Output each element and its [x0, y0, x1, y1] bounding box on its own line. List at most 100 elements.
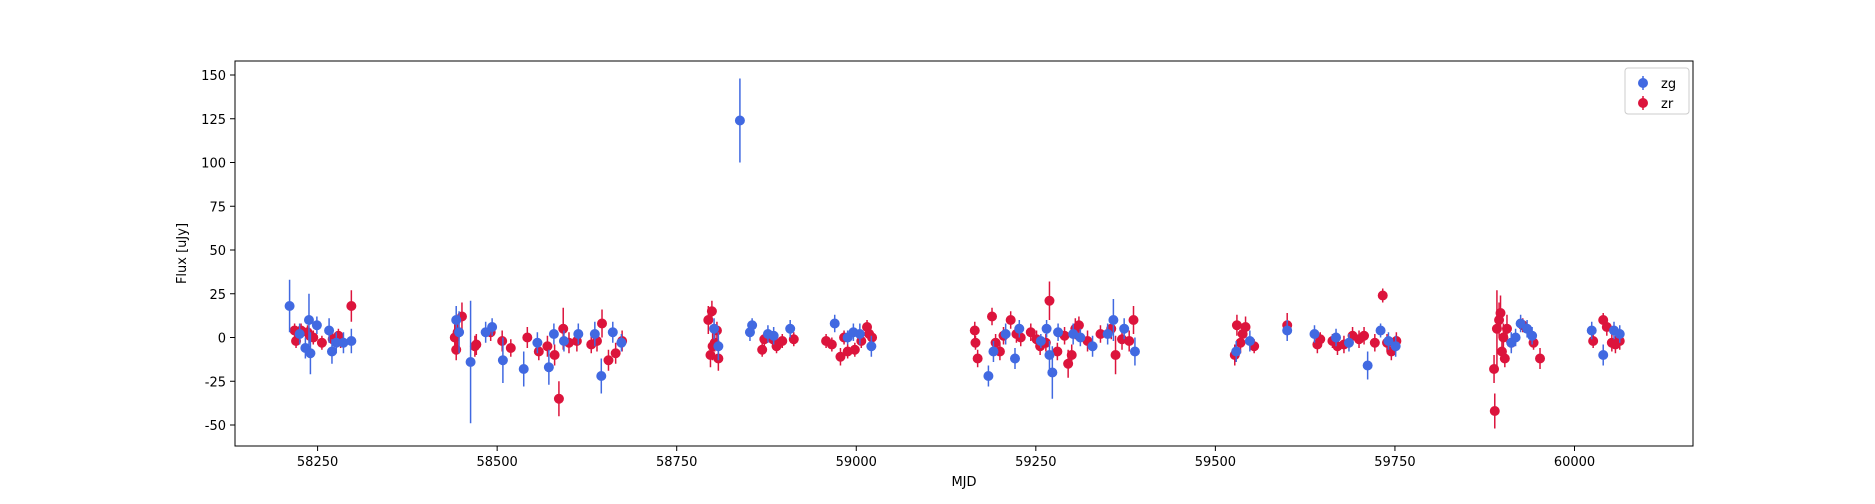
data-point-zg	[589, 329, 600, 339]
x-tick-label: 59500	[1195, 455, 1236, 470]
data-point-zr	[346, 301, 357, 311]
data-point-zg	[558, 336, 569, 346]
data-point-zr	[1005, 315, 1016, 325]
data-point-zr	[558, 323, 569, 334]
data-point-zg	[1231, 346, 1242, 357]
data-point-zr	[1044, 295, 1055, 306]
y-axis: -50 -25 0 25 50 75 100 125 150	[201, 69, 235, 434]
y-tick-label: 125	[201, 113, 226, 128]
data-point-zg	[326, 346, 337, 357]
data-point-zg	[709, 323, 720, 334]
data-point-zg	[1009, 353, 1020, 364]
data-point-zg	[1390, 341, 1401, 352]
data-point-zg	[1343, 337, 1354, 348]
data-point-zr	[835, 351, 846, 362]
data-point-zg	[1383, 336, 1394, 346]
data-point-zr	[1369, 337, 1380, 348]
data-point-zr	[1066, 350, 1077, 360]
data-point-zg	[1598, 350, 1609, 360]
data-point-zr	[1501, 323, 1512, 334]
data-point-zg	[768, 330, 779, 341]
data-point-zr	[1052, 346, 1063, 357]
data-point-zg	[785, 323, 796, 334]
data-point-zg	[1375, 325, 1386, 336]
data-point-zr	[757, 344, 768, 355]
data-point-zr	[970, 337, 981, 348]
data-point-zg	[983, 371, 994, 381]
x-tick-label: 60000	[1554, 455, 1595, 470]
y-tick-label: 50	[209, 244, 226, 259]
data-point-zg	[346, 336, 357, 346]
data-point-zg	[1035, 336, 1046, 346]
data-point-zr	[1495, 308, 1506, 318]
data-point-zr	[542, 341, 553, 352]
data-point-zr	[777, 336, 788, 346]
data-point-zg	[548, 329, 559, 339]
data-point-zg	[1309, 329, 1320, 339]
data-point-zg	[573, 329, 584, 339]
y-tick-label: 100	[201, 157, 226, 172]
data-point-zg	[596, 371, 607, 381]
legend-marker-zg	[1638, 78, 1648, 88]
data-point-zg	[1244, 336, 1255, 346]
data-point-zr	[1377, 290, 1388, 301]
data-point-zg	[294, 329, 305, 339]
data-point-zg	[1108, 315, 1119, 325]
data-point-zr	[603, 355, 614, 366]
data-point-zr	[990, 337, 1001, 348]
data-point-zr	[972, 353, 983, 364]
y-tick-label: -50	[205, 419, 226, 434]
data-point-zg	[487, 322, 498, 332]
data-point-zr	[1240, 322, 1251, 332]
y-tick-label: 150	[201, 69, 226, 84]
data-point-zg	[305, 348, 316, 359]
data-point-zg	[518, 364, 529, 374]
data-point-zg	[465, 357, 476, 367]
data-point-zr	[597, 318, 608, 329]
data-point-zr	[706, 306, 717, 317]
y-tick-label: 0	[218, 332, 226, 347]
x-tick-label: 59750	[1374, 455, 1415, 470]
data-point-zg	[1331, 332, 1342, 343]
data-point-zr	[1499, 353, 1510, 364]
data-point-zg	[1586, 325, 1597, 336]
data-point-zr	[553, 393, 564, 404]
data-point-zr	[1231, 320, 1242, 331]
data-point-zg	[829, 318, 840, 329]
data-point-zg	[1000, 329, 1011, 339]
data-point-zg	[311, 320, 322, 331]
y-tick-label: 25	[209, 288, 226, 303]
data-point-zg	[1041, 323, 1052, 334]
data-point-zr	[1489, 406, 1500, 416]
data-point-zg	[1282, 325, 1293, 336]
data-point-zr	[987, 311, 998, 322]
data-point-zg	[1129, 346, 1140, 357]
data-point-zr	[1124, 336, 1135, 346]
data-point-zr	[610, 348, 621, 359]
data-point-zg	[303, 315, 314, 325]
series-zg-marks	[284, 78, 1625, 424]
data-point-zg	[713, 341, 724, 352]
data-point-zg	[543, 362, 554, 373]
data-point-zr	[849, 344, 860, 355]
data-point-zg	[1362, 360, 1373, 371]
data-point-zr	[703, 315, 714, 325]
data-point-zg	[1075, 332, 1086, 343]
data-point-zg	[1047, 367, 1058, 378]
data-point-zg	[747, 320, 758, 331]
data-point-zg	[497, 355, 508, 366]
data-point-zg	[1087, 341, 1098, 352]
data-point-zg	[1522, 323, 1533, 334]
data-point-zg	[1014, 323, 1025, 334]
data-point-zg	[1053, 327, 1064, 338]
data-point-zg	[866, 341, 877, 352]
legend-box	[1624, 67, 1690, 115]
data-point-zr	[1498, 332, 1509, 343]
data-point-zr	[1128, 315, 1139, 325]
data-point-zg	[1614, 329, 1625, 339]
data-point-zr	[1095, 329, 1106, 339]
plot-frame	[234, 60, 1694, 447]
